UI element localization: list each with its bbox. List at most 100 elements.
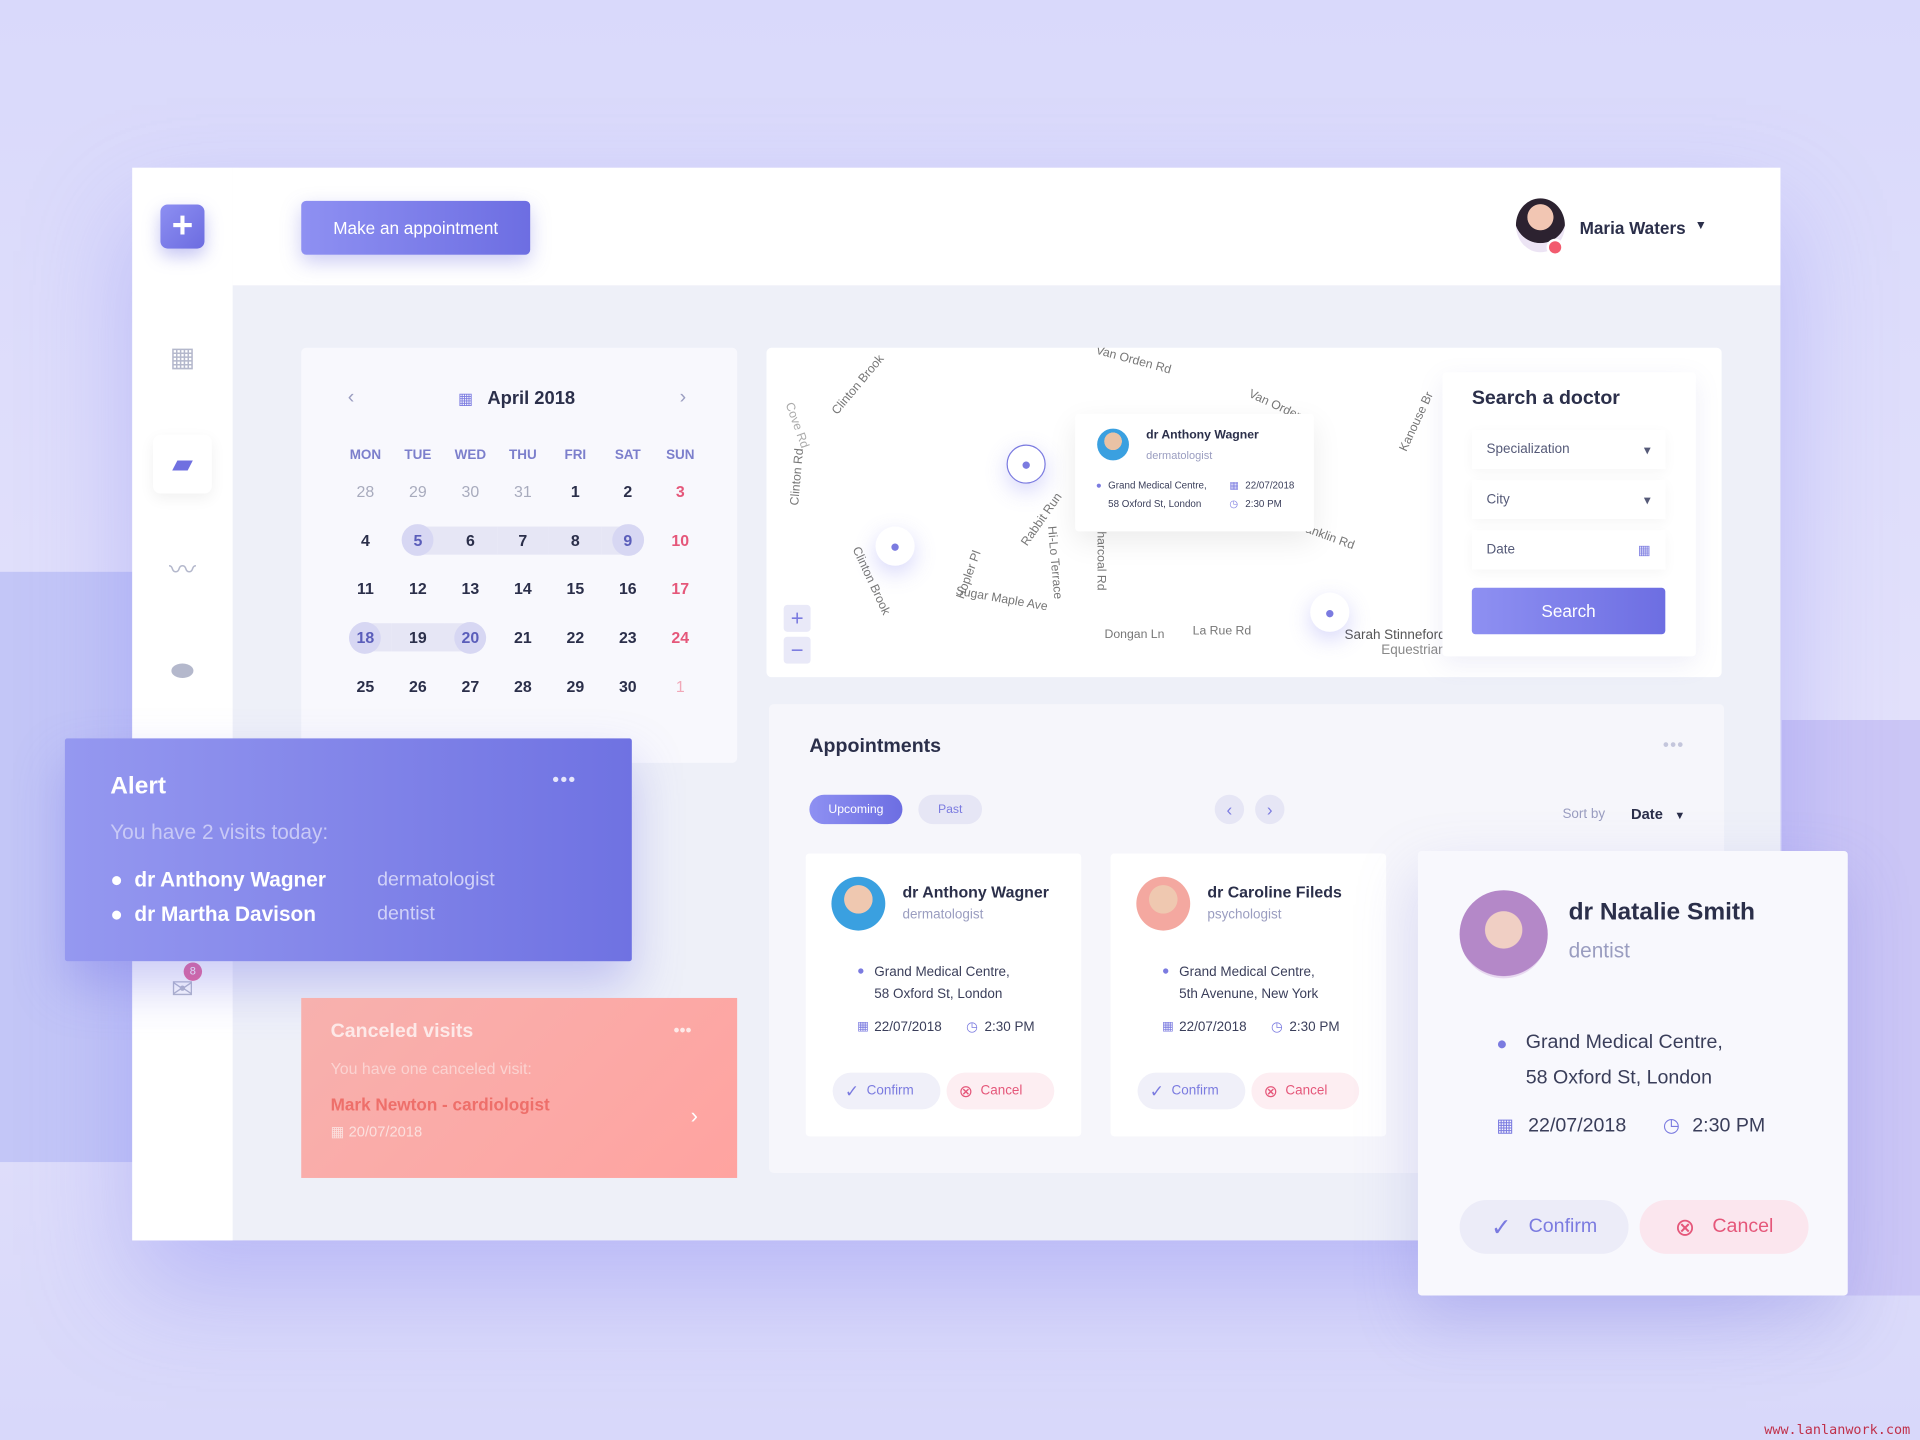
map-pin-icon[interactable]: ● — [1006, 444, 1046, 484]
zoom-in-button[interactable]: + — [783, 604, 811, 632]
tab-upcoming[interactable]: Upcoming — [809, 794, 903, 825]
calendar-day[interactable]: 21 — [497, 613, 549, 661]
cancel-button[interactable]: ⊗ Cancel — [1251, 1072, 1360, 1110]
make-appointment-button[interactable]: Make an appointment — [301, 200, 531, 255]
day-number: 9 — [611, 524, 644, 557]
calendar-day[interactable]: 26 — [392, 662, 444, 710]
chevron-right-icon[interactable]: › — [690, 1103, 698, 1128]
canceled-visits-card: Canceled visits ••• You have one cancele… — [301, 997, 738, 1178]
chevron-down-icon[interactable]: ▼ — [1694, 219, 1707, 233]
time: 2:30 PM — [1692, 1115, 1766, 1137]
day-number: 2 — [623, 482, 633, 502]
alert-subtitle: You have 2 visits today: — [110, 820, 329, 844]
calendar-icon: ▦ — [1162, 1020, 1174, 1034]
calendar-day[interactable]: 6 — [444, 516, 497, 564]
x-circle-icon: ⊗ — [958, 1080, 974, 1101]
calendar-day[interactable]: 14 — [497, 565, 549, 613]
calendar-day[interactable]: 11 — [339, 565, 391, 613]
calendar-day[interactable]: 31 — [497, 468, 549, 516]
calendar-day[interactable]: 1 — [654, 662, 706, 710]
address-line: 58 Oxford St, London — [1108, 498, 1202, 510]
calendar-day[interactable]: 24 — [654, 613, 706, 661]
calendar-day[interactable]: 12 — [392, 565, 444, 613]
location-icon: ● — [1162, 964, 1170, 979]
more-icon[interactable]: ••• — [552, 770, 577, 792]
dashboard-icon[interactable]: ▦ — [169, 341, 196, 373]
date-input[interactable]: Date ▦ — [1472, 530, 1665, 569]
cancel-button[interactable]: ⊗ Cancel — [1639, 1200, 1809, 1254]
zoom-out-button[interactable]: − — [783, 636, 811, 664]
calendar-day[interactable]: 25 — [339, 662, 391, 710]
specialization-select[interactable]: Specialization ▾ — [1472, 430, 1665, 469]
calendar-day[interactable]: 29 — [549, 662, 601, 710]
tab-past[interactable]: Past — [918, 794, 983, 825]
address-line: Grand Medical Centre, — [1525, 1032, 1723, 1054]
calendar-day[interactable]: 17 — [654, 565, 706, 613]
calendar-day[interactable]: 2 — [602, 468, 654, 516]
cancel-button[interactable]: ⊗ Cancel — [946, 1072, 1055, 1110]
street-label: Hi-Lo Terrace — [1044, 525, 1065, 600]
calendar-day[interactable]: 22 — [549, 613, 601, 661]
calendar-day[interactable]: 16 — [602, 565, 654, 613]
search-button[interactable]: Search — [1471, 587, 1666, 635]
day-number: 7 — [518, 531, 528, 550]
calendar-day[interactable]: 28 — [339, 468, 391, 516]
map-pin-icon[interactable]: ● — [1310, 592, 1350, 632]
day-number: 29 — [566, 676, 585, 696]
calendar-icon: ▦ — [1496, 1115, 1514, 1137]
doctor-specialty: dentist — [377, 903, 435, 925]
day-number: 27 — [461, 676, 480, 696]
day-number: 17 — [671, 579, 690, 599]
sort-select[interactable]: Date ▼ — [1631, 806, 1685, 823]
location-icon: ● — [1095, 480, 1102, 492]
day-number: 24 — [671, 628, 690, 647]
confirm-button[interactable]: ✓ Confirm — [832, 1072, 941, 1110]
calendar-day[interactable]: 23 — [602, 613, 654, 661]
calendar-day[interactable]: 28 — [497, 662, 549, 710]
chevron-right-icon[interactable]: › — [679, 386, 687, 408]
date-label: Date — [1486, 542, 1516, 558]
calendar-day[interactable]: 30 — [602, 662, 654, 710]
day-number: 28 — [513, 676, 532, 696]
city-select[interactable]: City ▾ — [1472, 480, 1665, 519]
doctor-avatar — [831, 876, 886, 931]
calendar-day[interactable]: 20 — [444, 613, 496, 661]
more-icon[interactable]: ••• — [1662, 734, 1685, 755]
clock-icon: ◷ — [1662, 1115, 1680, 1137]
x-circle-icon: ⊗ — [1263, 1080, 1279, 1101]
calendar-day[interactable]: 29 — [392, 468, 444, 516]
pills-icon[interactable]: ⬬ — [170, 655, 194, 686]
calendar-day[interactable]: 15 — [549, 565, 601, 613]
street-label: Cove Rd — [781, 400, 811, 451]
calendar-day[interactable]: 27 — [444, 662, 496, 710]
calendar-day[interactable]: 9 — [601, 516, 654, 564]
folder-icon[interactable]: ▰ — [153, 434, 212, 494]
user-name[interactable]: Maria Waters — [1579, 217, 1686, 238]
calendar-day[interactable]: 3 — [654, 468, 706, 516]
chevron-left-icon[interactable]: ‹ — [1214, 794, 1245, 825]
street-label: Sugar Maple Ave — [954, 584, 1049, 615]
calendar-day[interactable]: 10 — [654, 516, 706, 564]
canceled-visit[interactable]: Mark Newton - cardiologist — [330, 1094, 550, 1115]
calendar-day[interactable]: 30 — [444, 468, 496, 516]
weekday-label: FRI — [564, 448, 587, 463]
calendar-day[interactable]: 4 — [339, 516, 391, 564]
confirm-button[interactable]: ✓ Confirm — [1137, 1072, 1246, 1110]
chevron-left-icon[interactable]: ‹ — [347, 386, 355, 408]
calendar-day[interactable]: 19 — [391, 613, 444, 661]
chevron-right-icon[interactable]: › — [1255, 794, 1285, 825]
calendar-day[interactable]: 8 — [549, 516, 602, 564]
calendar-day[interactable]: 13 — [444, 565, 496, 613]
calendar-day[interactable]: 18 — [339, 613, 392, 661]
day-number: 11 — [356, 579, 374, 599]
confirm-button[interactable]: ✓ Confirm — [1459, 1200, 1629, 1254]
map-pin-icon[interactable]: ● — [875, 526, 915, 566]
calendar-day[interactable]: 7 — [496, 516, 549, 564]
street-label: Clinton Rd — [788, 447, 807, 507]
mail-icon[interactable]: ✉ 8 — [153, 960, 212, 1019]
calendar-day[interactable]: 1 — [549, 468, 601, 516]
logo-plus-icon[interactable]: + — [160, 204, 205, 249]
pulse-icon[interactable]: 〰 — [168, 554, 196, 586]
more-icon[interactable]: ••• — [673, 1020, 692, 1040]
calendar-day[interactable]: 5 — [392, 516, 444, 564]
